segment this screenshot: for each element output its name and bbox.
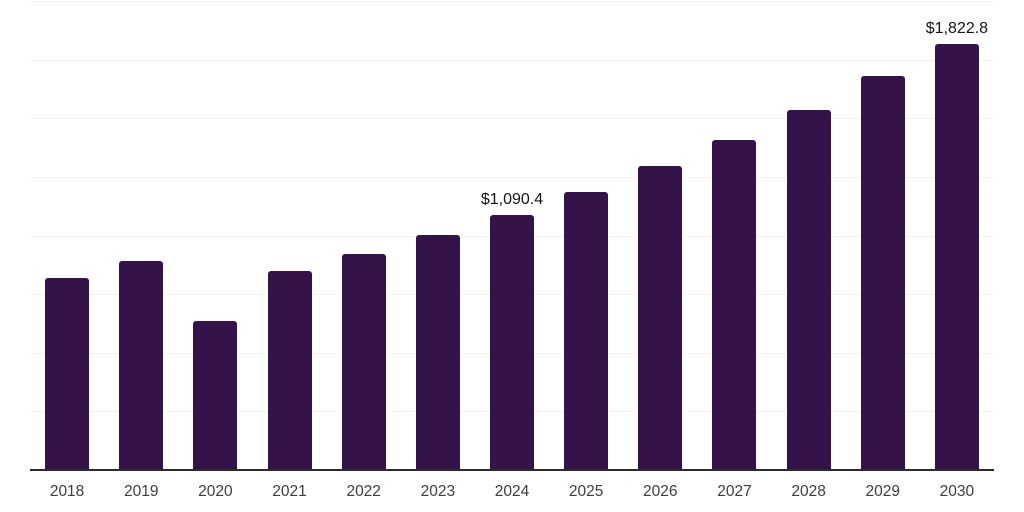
x-axis-label-2019: 2019 [123,483,159,500]
x-axis-label-2029: 2029 [865,483,901,500]
bar-2026 [638,166,683,471]
bar-2030 [934,43,979,471]
x-axis-label-2022: 2022 [346,483,381,500]
x-axis-line [30,469,994,471]
x-axis-label-2025: 2025 [568,483,604,500]
bar-2029 [860,76,905,471]
bar-2020 [193,320,238,471]
plot-area: $1,090.4 $1,822.8 [30,0,994,471]
gridline [30,1,994,2]
x-axis-label-2030: 2030 [939,483,975,500]
bar-2022 [341,253,386,471]
gridline [30,59,994,61]
x-axis-label-2026: 2026 [643,483,678,500]
bar-value-label-2024: $1,090.4 [480,191,544,209]
bar-value-label-2030: $1,822.8 [925,19,989,37]
gridline [30,118,994,120]
bar-2027 [712,139,757,471]
bar-2021 [267,271,312,471]
x-axis-tick-labels: 2018 2019 2020 2021 2022 2023 2024 2025 2026 2027… [30,484,994,506]
x-axis-label-2024: 2024 [494,483,530,500]
bar-2025 [564,191,609,471]
x-axis-label-2028: 2028 [791,483,826,500]
bar-2019 [119,261,164,471]
bar-2023 [415,234,460,471]
bar-2028 [786,109,831,471]
x-axis-label-2018: 2018 [49,483,85,500]
x-axis-label-2023: 2023 [420,483,456,500]
gridline [30,176,994,178]
x-axis-label-2021: 2021 [272,483,307,500]
x-axis-label-2027: 2027 [717,483,752,500]
bar-2018 [45,278,90,471]
x-axis-label-2020: 2020 [198,483,233,500]
bar-2024 [490,215,534,471]
